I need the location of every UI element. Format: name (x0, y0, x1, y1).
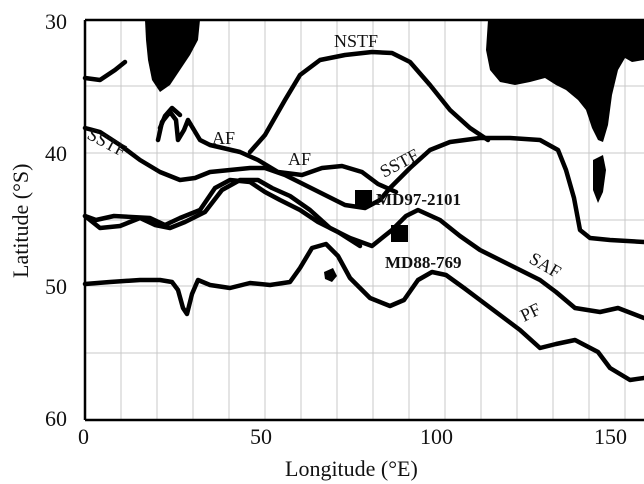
front-lines (82, 49, 644, 383)
x-tick-labels: 0 50 100 150 (78, 424, 627, 449)
land-masses (145, 20, 644, 282)
core-label-md97: MD97-2101 (376, 190, 461, 209)
axes-frame (83, 18, 644, 422)
front-line-sstf-nw (82, 59, 128, 83)
front-line-pf (82, 241, 644, 383)
y-tick-label: 40 (45, 141, 67, 166)
front-label-af-west: AF (212, 128, 235, 148)
y-tick-labels: 30 40 50 60 (45, 9, 67, 431)
tasmania-landmass (593, 155, 606, 203)
australia-landmass (486, 20, 644, 142)
kerguelen-island (324, 268, 337, 282)
front-label-af-east: AF (288, 149, 311, 169)
core-marker-md97 (355, 190, 372, 207)
front-line-nstf (247, 49, 491, 155)
y-tick-label: 30 (45, 9, 67, 34)
front-label-sstf-west: SSTF (84, 124, 130, 161)
africa-landmass (145, 20, 200, 92)
core-sites: MD97-2101 MD88-769 (355, 190, 461, 272)
front-label-nstf: NSTF (334, 31, 378, 51)
y-tick-label: 60 (45, 406, 67, 431)
front-line-sstf-west (82, 125, 644, 245)
y-tick-label: 50 (45, 274, 67, 299)
x-tick-label: 0 (78, 424, 89, 449)
grid (85, 20, 644, 420)
x-tick-label: 100 (420, 424, 453, 449)
core-label-md88: MD88-769 (385, 253, 461, 272)
x-axis-title: Longitude (°E) (285, 456, 418, 481)
front-line-saf-lower (82, 177, 363, 249)
y-axis-title: Latitude (°S) (8, 164, 33, 279)
core-marker-md88 (391, 225, 408, 242)
front-line-af-west (155, 109, 399, 195)
front-line-af-stub (157, 105, 183, 131)
front-label-pf: PF (517, 299, 544, 326)
x-tick-label: 50 (250, 424, 272, 449)
x-tick-label: 150 (594, 424, 627, 449)
